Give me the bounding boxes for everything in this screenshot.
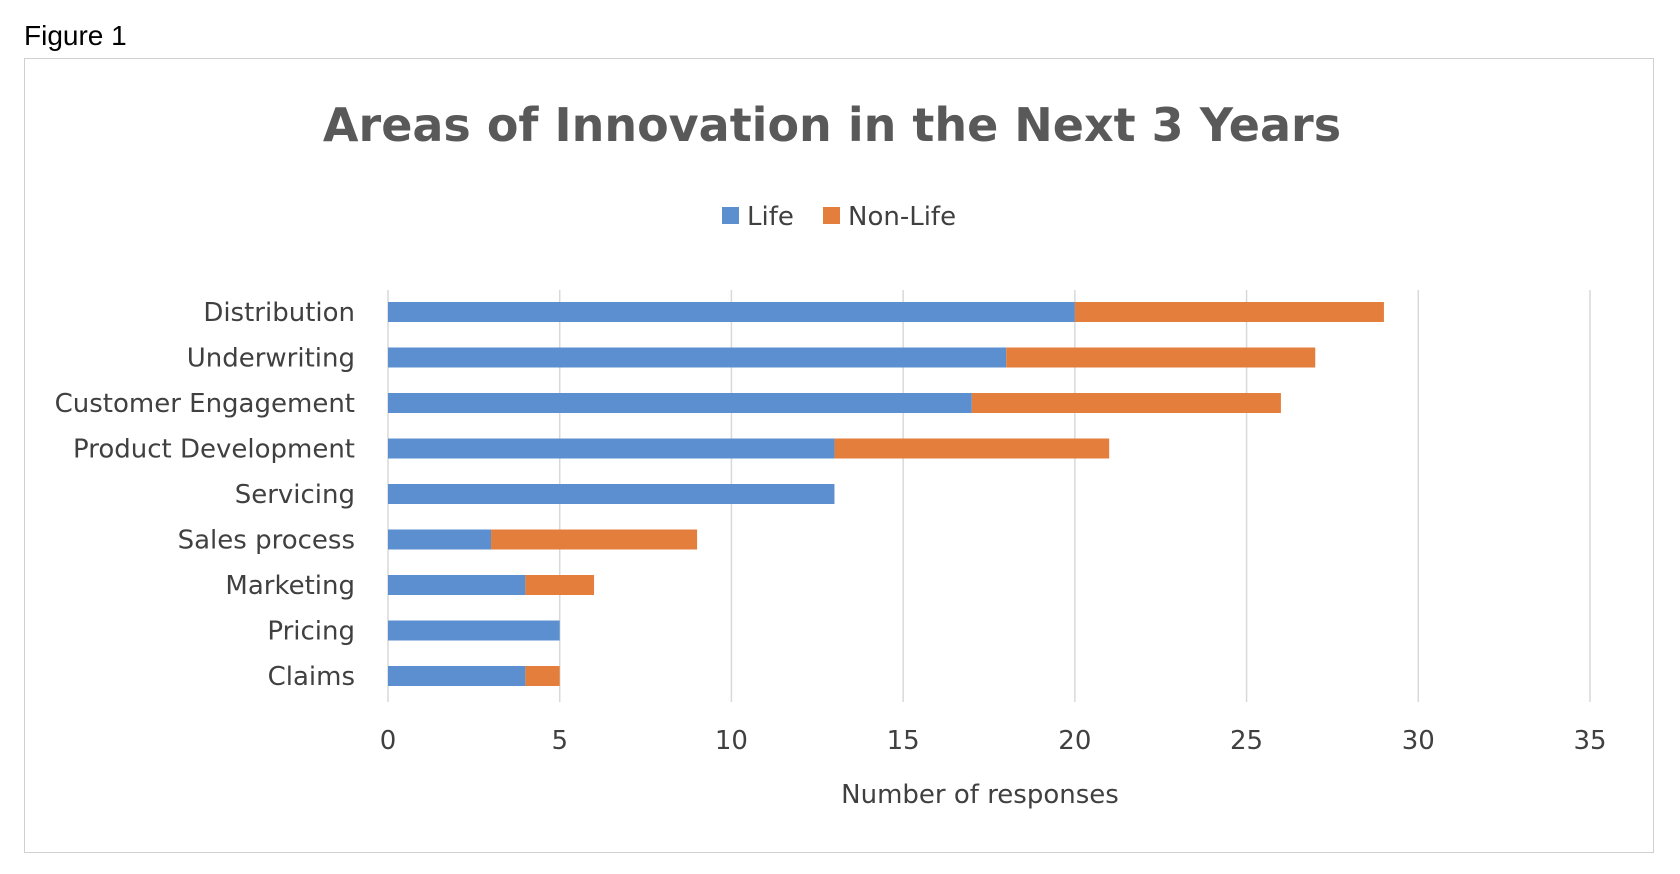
bar-non-life-claims [525, 666, 560, 686]
category-label: Distribution [203, 298, 355, 328]
x-tick-label: 0 [380, 726, 397, 756]
x-axis-title: Number of responses [841, 780, 1119, 810]
bar-life-claims [388, 666, 526, 686]
category-label: Product Development [73, 435, 355, 465]
category-label: Pricing [267, 617, 355, 647]
bar-non-life-product-development [834, 438, 1110, 459]
legend: Life Non-Life [722, 202, 956, 232]
bar-non-life-marketing [525, 575, 595, 595]
bar-life-sales-process [388, 529, 492, 550]
legend-label-non-life: Non-Life [848, 202, 956, 232]
chart-frame [24, 58, 1654, 853]
tick-labels: 0 5 10 15 20 25 30 35 [380, 726, 1607, 756]
bar-non-life-sales-process [491, 529, 698, 550]
x-tick-label: 25 [1230, 726, 1263, 756]
category-labels: Distribution Underwriting Customer Engagem… [55, 298, 355, 692]
bar-life-product-development [388, 438, 835, 459]
bar-life-servicing [388, 484, 835, 504]
bar-non-life-underwriting [1006, 347, 1316, 368]
category-label: Customer Engagement [55, 389, 355, 419]
x-tick-label: 10 [715, 726, 748, 756]
x-tick-label: 35 [1573, 726, 1606, 756]
legend-label-life: Life [747, 202, 794, 232]
legend-swatch-non-life [823, 207, 840, 224]
bars [388, 302, 1384, 686]
bar-life-customer-engagement [388, 393, 972, 413]
x-tick-label: 15 [887, 726, 920, 756]
bar-life-underwriting [388, 347, 1007, 368]
category-label: Sales process [178, 526, 355, 556]
bar-life-distribution [388, 302, 1075, 322]
category-label: Claims [268, 662, 355, 692]
x-tick-label: 20 [1058, 726, 1091, 756]
figure-label: Figure 1 [24, 20, 127, 51]
bar-life-pricing [388, 620, 560, 641]
chart-title: Areas of Innovation in the Next 3 Years [323, 98, 1341, 152]
category-label: Underwriting [187, 344, 355, 374]
x-tick-label: 30 [1402, 726, 1435, 756]
category-label: Marketing [225, 571, 355, 601]
x-tick-label: 5 [551, 726, 568, 756]
category-label: Servicing [235, 480, 355, 510]
bar-non-life-customer-engagement [971, 393, 1281, 413]
bar-non-life-distribution [1074, 302, 1384, 322]
bar-life-marketing [388, 575, 526, 595]
legend-swatch-life [722, 207, 739, 224]
